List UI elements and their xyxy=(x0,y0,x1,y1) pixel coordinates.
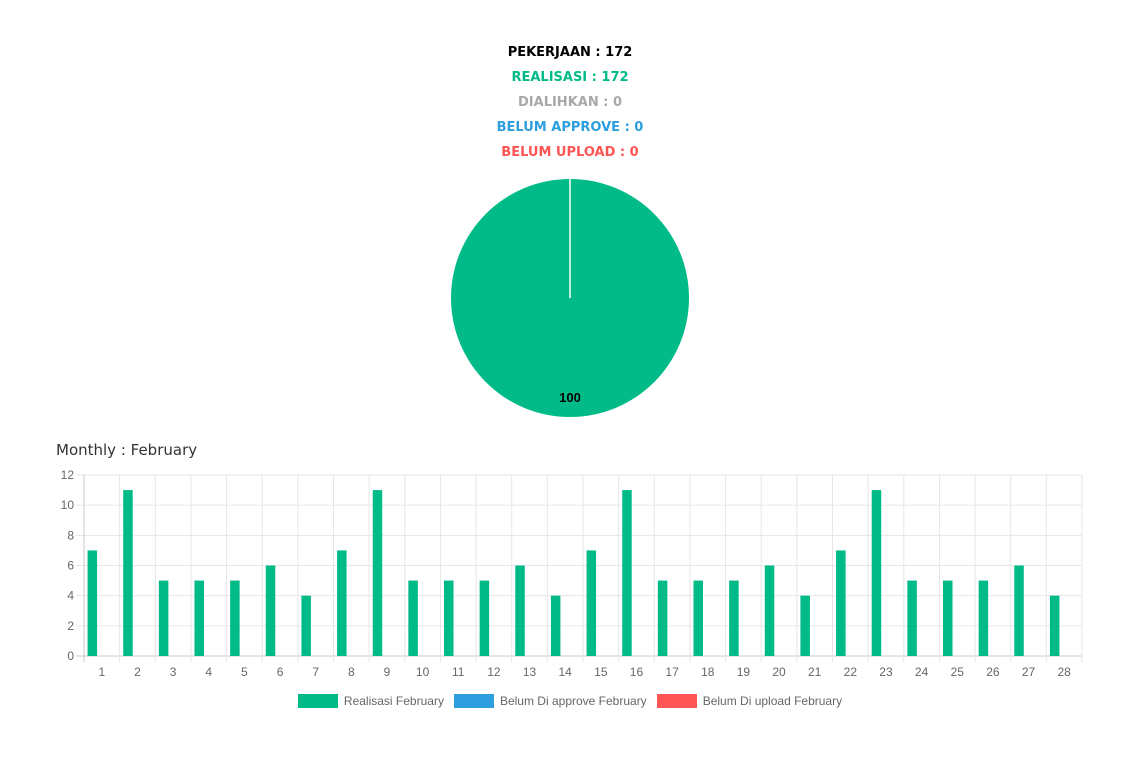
legend-swatch xyxy=(453,694,494,708)
bar-realisasi-february-19[interactable] xyxy=(729,580,739,656)
x-tick-label: 2 xyxy=(134,665,141,679)
bar-realisasi-february-20[interactable] xyxy=(764,565,775,657)
belum-approve-count: BELUM APPROVE : 0 xyxy=(496,120,644,135)
y-tick-label: 10 xyxy=(61,498,75,512)
x-tick-label: 20 xyxy=(772,665,786,679)
bar-realisasi-february-10[interactable] xyxy=(408,580,418,656)
belum-upload-count: BELUM UPLOAD : 0 xyxy=(501,145,639,160)
x-tick-label: 8 xyxy=(348,665,355,679)
x-tick-label: 24 xyxy=(915,665,929,679)
bar-realisasi-february-5[interactable] xyxy=(230,580,240,656)
bar-realisasi-february-21[interactable] xyxy=(800,595,810,656)
x-tick-label: 17 xyxy=(665,665,679,679)
x-tick-label: 21 xyxy=(808,665,822,679)
bar-realisasi-february-9[interactable] xyxy=(372,490,383,656)
legend-swatch xyxy=(656,694,697,708)
bar-realisasi-february-6[interactable] xyxy=(265,565,276,657)
bar-realisasi-february-8[interactable] xyxy=(337,550,347,656)
bar-realisasi-february-16[interactable] xyxy=(622,490,632,656)
dialihkan-count: DIALIHKAN : 0 xyxy=(518,95,622,110)
bar-realisasi-february-1[interactable] xyxy=(87,550,98,656)
y-tick-label: 0 xyxy=(67,649,74,663)
bar-realisasi-february-13[interactable] xyxy=(515,565,525,657)
bar-realisasi-february-17[interactable] xyxy=(657,580,668,656)
bar-realisasi-february-23[interactable] xyxy=(871,490,882,656)
x-tick-label: 9 xyxy=(384,665,391,679)
bar-realisasi-february-14[interactable] xyxy=(550,595,561,656)
x-tick-label: 28 xyxy=(1057,665,1071,679)
y-tick-label: 4 xyxy=(67,589,74,603)
x-tick-label: 10 xyxy=(416,665,430,679)
y-tick-label: 2 xyxy=(67,619,74,633)
legend-label: Realisasi February xyxy=(343,694,444,708)
y-tick-label: 8 xyxy=(67,528,74,542)
pekerjaan-total: PEKERJAAN : 172 xyxy=(507,45,633,60)
x-tick-label: 14 xyxy=(558,665,572,679)
x-tick-label: 12 xyxy=(487,665,501,679)
x-tick-label: 7 xyxy=(312,665,319,679)
x-tick-label: 11 xyxy=(452,665,465,679)
bar-realisasi-february-2[interactable] xyxy=(123,490,133,656)
bar-realisasi-february-25[interactable] xyxy=(942,580,953,656)
bar-realisasi-february-7[interactable] xyxy=(301,595,311,656)
legend-item-realisasi-february[interactable]: Realisasi February xyxy=(297,694,444,708)
realisasi-count: REALISASI : 172 xyxy=(511,70,629,85)
bar-realisasi-february-22[interactable] xyxy=(836,550,846,656)
bar-realisasi-february-27[interactable] xyxy=(1014,565,1024,657)
x-tick-label: 1 xyxy=(98,665,105,679)
x-tick-label: 18 xyxy=(701,665,715,679)
legend-swatch xyxy=(297,694,338,708)
chart-legend: Realisasi February Belum Di approve Febru… xyxy=(0,694,1140,708)
pie-data-label: 100 xyxy=(559,390,581,405)
x-tick-label: 3 xyxy=(170,665,177,679)
x-tick-label: 16 xyxy=(630,665,644,679)
x-tick-label: 6 xyxy=(277,665,284,679)
x-tick-label: 19 xyxy=(737,665,751,679)
bar-realisasi-february-12[interactable] xyxy=(479,580,490,656)
legend-item-belum-di-upload-february[interactable]: Belum Di upload February xyxy=(656,694,843,708)
bar-realisasi-february-18[interactable] xyxy=(693,580,703,656)
bar-realisasi-february-15[interactable] xyxy=(586,550,597,656)
x-tick-label: 22 xyxy=(844,665,858,679)
x-tick-label: 13 xyxy=(523,665,537,679)
x-tick-label: 15 xyxy=(594,665,608,679)
legend-label: Belum Di upload February xyxy=(702,694,843,708)
y-tick-label: 6 xyxy=(67,559,74,573)
pie-chart[interactable]: 100 xyxy=(445,173,695,423)
x-tick-label: 4 xyxy=(205,665,212,679)
x-tick-label: 26 xyxy=(986,665,1000,679)
x-tick-label: 5 xyxy=(241,665,248,679)
bar-realisasi-february-24[interactable] xyxy=(907,580,917,656)
monthly-title: Monthly : February xyxy=(56,441,198,459)
bar-realisasi-february-26[interactable] xyxy=(978,580,989,656)
x-tick-label: 25 xyxy=(951,665,965,679)
x-tick-label: 27 xyxy=(1022,665,1036,679)
bar-realisasi-february-11[interactable] xyxy=(443,580,454,656)
legend-label: Belum Di approve February xyxy=(499,694,647,708)
bar-realisasi-february-28[interactable] xyxy=(1049,595,1060,656)
legend-item-belum-di-approve-february[interactable]: Belum Di approve February xyxy=(453,694,647,708)
summary-panel: PEKERJAAN : 172 REALISASI : 172 DIALIHKA… xyxy=(0,40,1140,165)
bar-realisasi-february-4[interactable] xyxy=(194,580,204,656)
bar-realisasi-february-3[interactable] xyxy=(158,580,169,656)
x-tick-label: 23 xyxy=(879,665,893,679)
y-tick-label: 12 xyxy=(61,468,75,482)
